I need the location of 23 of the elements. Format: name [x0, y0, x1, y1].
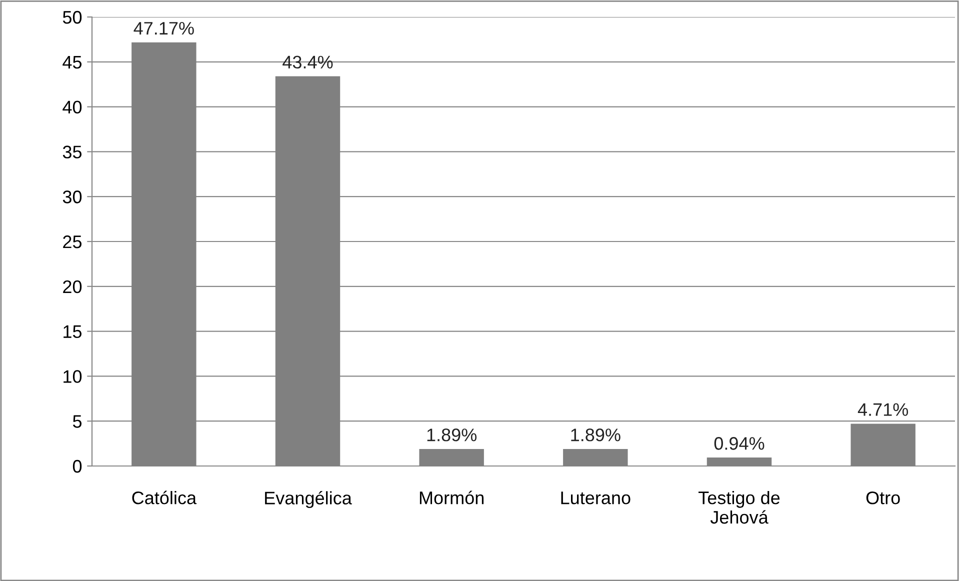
data-label: 43.4% — [282, 56, 333, 69]
y-tick-label: 45 — [62, 56, 82, 69]
y-tick-label: 30 — [62, 190, 82, 204]
y-tick-label: 20 — [63, 280, 82, 294]
y-tick-label: 50 — [62, 10, 82, 24]
y-tick-label: 25 — [63, 235, 82, 248]
x-tick-label: Luterano — [561, 492, 630, 504]
x-tick-label: Católica — [132, 490, 197, 504]
data-label: 4.71% — [858, 403, 908, 416]
y-tick-label: 0 — [72, 460, 82, 473]
y-tick-label: 5 — [72, 415, 82, 428]
data-label: 47.17% — [134, 22, 194, 35]
x-tick-label: Otro — [866, 491, 900, 504]
data-label: 1.89% — [427, 428, 477, 442]
y-tick-label: 35 — [62, 146, 82, 158]
y-tick-label: 10 — [64, 370, 82, 383]
y-tick-label: 40 — [62, 100, 82, 114]
x-tick-label: Mormón — [420, 490, 484, 504]
y-tick-label: 15 — [64, 325, 82, 338]
x-tick-label: Testigo de Jehová — [698, 491, 780, 524]
data-label: 0.94% — [714, 437, 764, 450]
x-tick-label: Evangélica — [265, 491, 352, 508]
data-label: 1.89% — [571, 428, 620, 442]
